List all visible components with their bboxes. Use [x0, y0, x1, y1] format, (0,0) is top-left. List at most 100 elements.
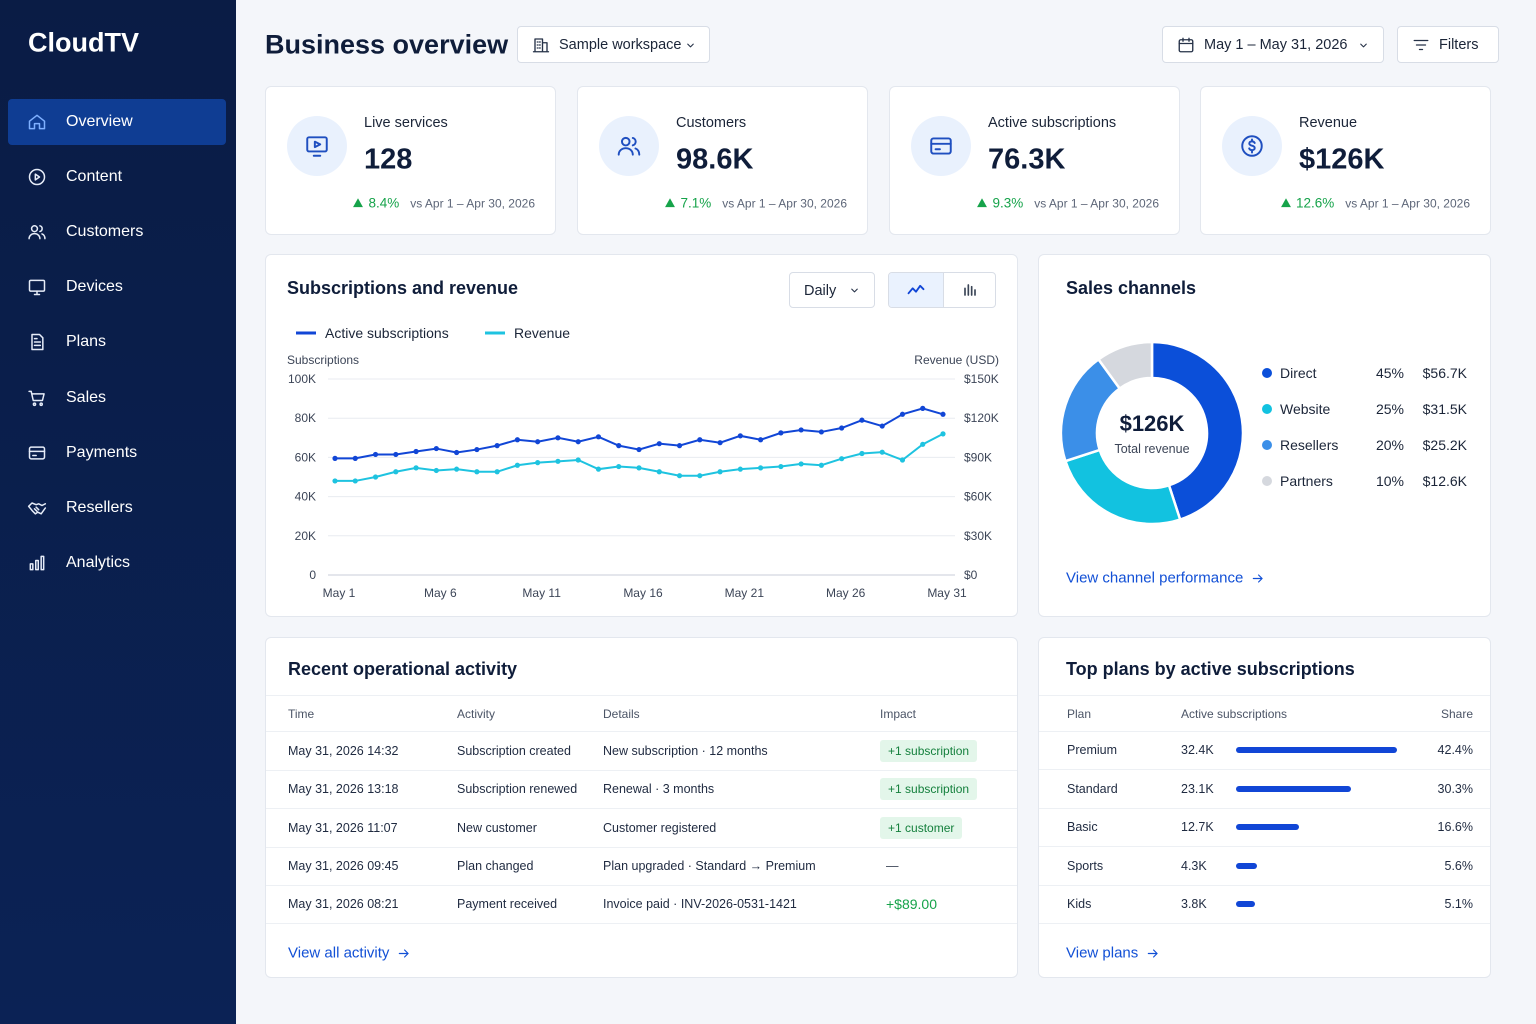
plan-share: 42.4% [1437, 742, 1473, 757]
nav-item[interactable]: Payments [8, 430, 226, 476]
icon-part [312, 140, 322, 157]
nav-label[interactable]: Payments [66, 443, 138, 461]
plan-name: Standard [1067, 781, 1118, 796]
data-point [514, 437, 520, 443]
toggle-line[interactable] [889, 273, 944, 307]
link[interactable]: View all activity [288, 946, 411, 961]
icon-part [930, 142, 952, 151]
nav-label[interactable]: Resellers [66, 498, 133, 516]
row-divider [266, 808, 1017, 810]
column-header: Activity [457, 707, 496, 721]
data-point [839, 456, 845, 462]
workspace-select[interactable]: Sample workspace [517, 26, 710, 63]
icon [1360, 43, 1367, 48]
data-point [332, 478, 338, 484]
donut-segment [1096, 340, 1154, 391]
icon [1178, 37, 1194, 53]
data-point [413, 465, 419, 471]
plan-active: 3.8K [1181, 896, 1207, 911]
link-text[interactable]: View channel performance [1066, 569, 1244, 587]
x-tick-label: May 21 [725, 586, 765, 600]
icon-part [28, 225, 46, 240]
icon-part [39, 401, 43, 406]
y2-tick-label: $30K [964, 529, 992, 543]
button-label[interactable]: Filters [1439, 36, 1479, 53]
nav-label[interactable]: Plans [66, 333, 107, 351]
data-point [778, 463, 784, 470]
icon-part [353, 198, 364, 208]
legend-dot [1262, 440, 1272, 450]
nav-item[interactable]: Sales [8, 375, 226, 421]
data-point [676, 443, 683, 449]
x-tick-label: May 31 [927, 586, 967, 600]
nav-item[interactable]: Resellers [8, 485, 226, 531]
icon-part [33, 338, 42, 347]
icon-part [40, 555, 45, 571]
period-label[interactable]: Daily [804, 282, 837, 299]
up-arrow [665, 198, 676, 208]
nav-label[interactable]: Analytics [66, 553, 131, 571]
brand: CloudTV [28, 27, 139, 58]
link[interactable]: View channel performance [1066, 571, 1265, 586]
kpi-card: Active subscriptions 76.3K 9.3% vs Apr 1 – … [889, 86, 1180, 235]
table-cell: Customer registered [603, 820, 717, 835]
link[interactable]: View plans [1066, 946, 1160, 961]
data-point [839, 425, 845, 431]
button-label[interactable]: May 1 – May 31, 2026 [1204, 36, 1348, 53]
data-point [737, 433, 743, 439]
icon [907, 284, 925, 295]
toggle-bar[interactable] [943, 273, 995, 307]
nav-item[interactable]: Content [8, 154, 226, 200]
period-select[interactable]: Daily [789, 272, 875, 308]
page-title: Business overview [265, 29, 509, 60]
legend-label: Direct [1280, 365, 1317, 381]
data-point [352, 478, 358, 484]
icon-part [306, 136, 328, 153]
icon-part [32, 401, 37, 406]
nav-label[interactable]: Customers [66, 223, 144, 241]
chart-title: Subscriptions and revenue [287, 278, 519, 298]
data-point [595, 466, 602, 472]
table-cell: Renewal · 3 months [603, 782, 715, 797]
filters-button[interactable]: Filters [1397, 26, 1499, 63]
nav-item[interactable]: Plans [8, 319, 226, 365]
data-point [454, 449, 460, 456]
nav-item[interactable]: Devices [8, 264, 226, 310]
plan-name: Sports [1067, 858, 1104, 873]
nav-item[interactable]: Analytics [8, 540, 226, 586]
icon-part [34, 173, 41, 181]
link-text[interactable]: View all activity [288, 944, 390, 962]
icon-part [29, 562, 34, 571]
data-point [697, 437, 703, 443]
nav-label[interactable]: Content [66, 168, 123, 186]
date-range[interactable]: May 1 – May 31, 2026 [1162, 26, 1384, 63]
table-cell: Subscription renewed [457, 782, 578, 797]
row-divider [1039, 884, 1490, 886]
data-point [818, 462, 825, 468]
row-divider [266, 770, 1017, 771]
nav-label[interactable]: Sales [66, 388, 107, 406]
y-tick-label: 0 [309, 568, 316, 582]
nav-item[interactable]: Overview [8, 99, 226, 145]
data-point [899, 457, 906, 463]
icon-part [1280, 198, 1291, 208]
kpi-card: Live services 128 8.4% vs Apr 1 – Apr 30, 2… [265, 86, 556, 235]
impact-badge: +1 subscription [880, 740, 978, 762]
nav-label[interactable]: Overview [66, 113, 133, 130]
column-header: Impact [880, 707, 917, 721]
nav-item[interactable]: Customers [8, 209, 226, 255]
icon-part [28, 390, 45, 401]
donut-center-value: $126K [1120, 411, 1185, 436]
icon-part [28, 446, 46, 460]
kpi-comparison: vs Apr 1 – Apr 30, 2026 [1345, 196, 1470, 210]
data-point [616, 443, 622, 449]
button-label[interactable]: Sample workspace [559, 36, 682, 53]
table-cell: May 31, 2026 09:45 [288, 858, 399, 873]
card-title: Recent operational activity [288, 659, 518, 679]
x-tick-label: May 1 [323, 586, 356, 600]
row-divider [1039, 923, 1490, 924]
table-cell: Subscription created [457, 743, 571, 758]
data-point [555, 458, 561, 464]
link-text[interactable]: View plans [1066, 944, 1139, 962]
nav-label[interactable]: Devices [66, 278, 123, 296]
